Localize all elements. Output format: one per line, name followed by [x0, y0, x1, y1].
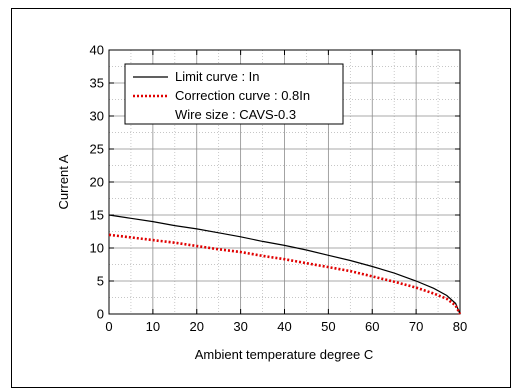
series-layer [108, 214, 462, 315]
x-tick-label: 10 [146, 319, 160, 334]
y-axis-label: Current A [56, 154, 71, 209]
y-tick-label: 30 [90, 109, 104, 124]
x-tick-label: 80 [453, 319, 467, 334]
y-tick-label: 5 [97, 274, 104, 289]
y-tick-label: 15 [90, 208, 104, 223]
legend-box [124, 63, 344, 125]
y-tick-label: 10 [90, 241, 104, 256]
y-tick-label: 40 [90, 43, 104, 58]
legend: Limit curve : In Correction curve : 0.8I… [124, 63, 344, 125]
x-tick-label: 20 [190, 319, 204, 334]
chart-svg: 0 10 20 30 40 50 60 70 80 0 5 10 15 20 25 30 35 40 Ambie… [56, 43, 467, 363]
series-line-limit-curve [108, 214, 461, 315]
x-tick-label: 60 [365, 319, 379, 334]
x-tick-label: 50 [321, 319, 335, 334]
y-tick-label: 0 [97, 307, 104, 322]
legend-label-correction-curve: Correction curve : 0.8In [175, 88, 310, 103]
y-tick-label: 35 [90, 76, 104, 91]
legend-note-wire-size: Wire size : CAVS-0.3 [175, 107, 296, 122]
x-tick-labels: 0 10 20 30 40 50 60 70 80 [105, 319, 467, 334]
x-tick-label: 40 [277, 319, 291, 334]
y-tick-label: 25 [90, 142, 104, 157]
legend-label-limit-curve: Limit curve : In [175, 69, 260, 84]
x-tick-label: 30 [233, 319, 247, 334]
x-tick-label: 0 [105, 319, 112, 334]
x-tick-label: 70 [409, 319, 423, 334]
y-tick-labels: 0 5 10 15 20 25 30 35 40 [90, 43, 104, 322]
y-tick-label: 20 [90, 175, 104, 190]
x-axis-label: Ambient temperature degree C [195, 347, 373, 362]
